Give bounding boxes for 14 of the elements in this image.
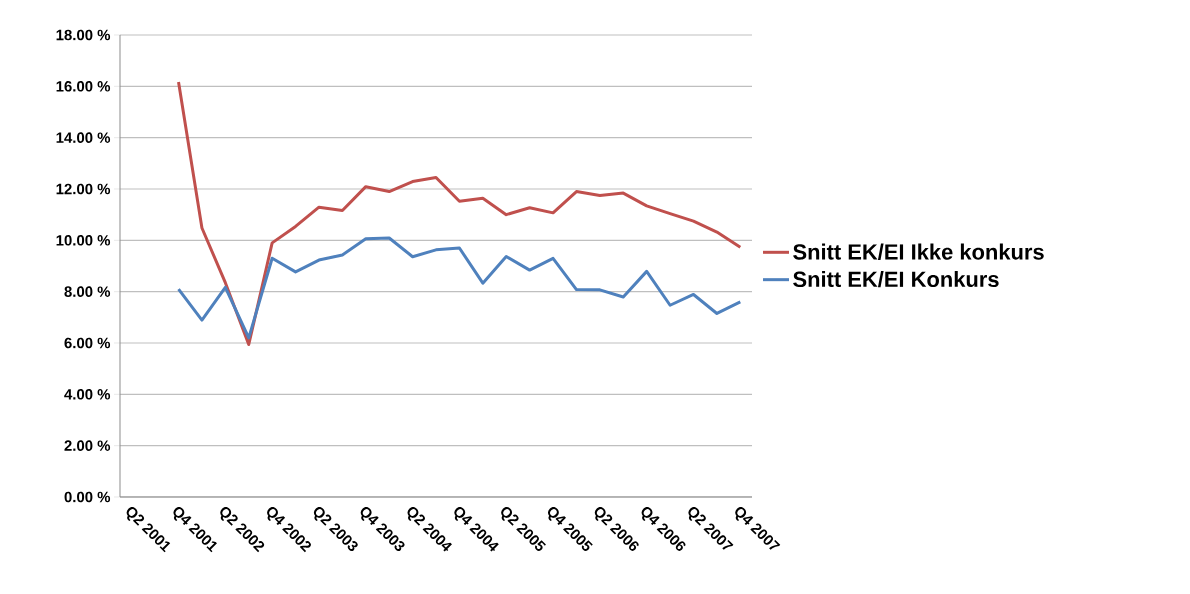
- y-tick-label: 10.00 %: [56, 235, 111, 246]
- y-tick-label: 6.00 %: [64, 337, 111, 349]
- y-tick-label: 16.00 %: [56, 81, 111, 92]
- line-series: [177, 236, 742, 340]
- y-tick-label: 0.00 %: [64, 491, 111, 503]
- y-tick-label: 18.00 %: [56, 29, 111, 41]
- legend-label: Snitt EK/EI Ikke konkurs: [793, 243, 1044, 260]
- y-tick-label: 4.00 %: [64, 389, 111, 400]
- y-tick-label: 12.00 %: [56, 183, 111, 195]
- y-tick-label: 8.00 %: [64, 286, 111, 297]
- y-tick-label: 2.00 %: [64, 440, 111, 451]
- y-tick-label: 14.00 %: [56, 132, 111, 143]
- legend-label: Snitt EK/EI Konkurs: [793, 270, 999, 288]
- line-series: [177, 80, 742, 347]
